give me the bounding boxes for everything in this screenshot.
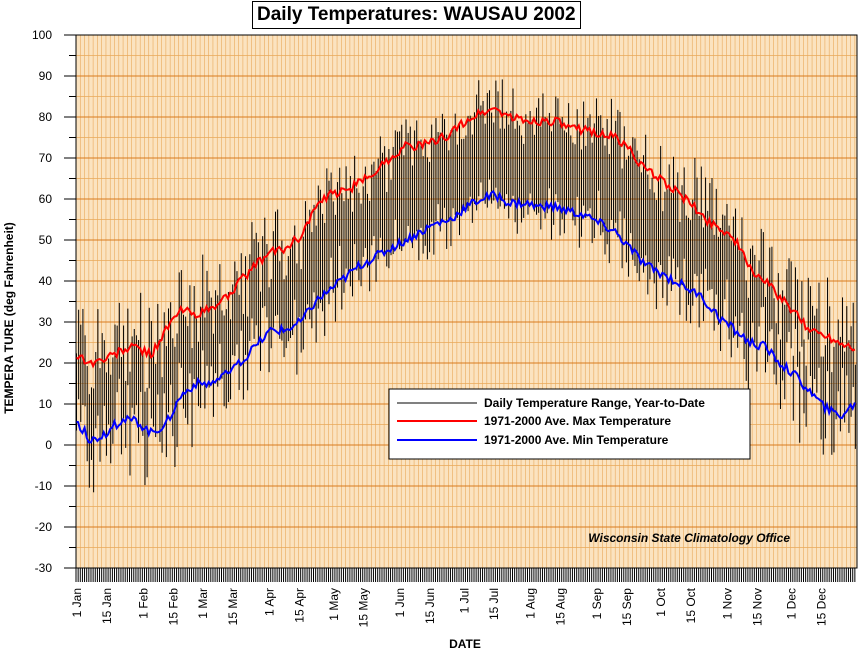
x-tick-label: 1 Jun: [393, 588, 407, 617]
x-tick-label: 15 Jan: [100, 588, 114, 624]
legend-box: [388, 388, 751, 460]
x-tick-label: 15 May: [357, 588, 371, 627]
y-axis-title: TEMPERA TURE (deg Fahrenheit): [2, 222, 16, 414]
y-tick-label: 50: [39, 233, 53, 247]
x-tick-label: 15 Dec: [815, 588, 829, 626]
y-tick-label: 70: [39, 151, 53, 165]
x-axis-title: DATE: [449, 637, 481, 651]
y-tick-label: 10: [39, 397, 53, 411]
legend-label-min: 1971-2000 Ave. Min Temperature: [484, 433, 669, 447]
y-tick-label: 40: [39, 274, 53, 288]
x-tick-label: 1 Sep: [590, 588, 604, 620]
y-tick-label: -10: [35, 479, 53, 493]
x-tick-label: 15 Nov: [750, 588, 764, 626]
x-tick-label: 1 Oct: [654, 587, 668, 616]
y-tick-label: 20: [39, 356, 53, 370]
y-axis: -30 -20 -10 0 10 20 30 40 50 60 70 80 90 100: [32, 28, 77, 575]
legend-label-range: Daily Temperature Range, Year-to-Date: [484, 396, 705, 410]
credit-text: Wisconsin State Climatology Office: [588, 531, 790, 545]
x-tick-label: 1 Dec: [785, 588, 799, 619]
x-axis: 1 Jan 15 Jan 1 Feb 15 Feb 1 Mar 15 Mar 1 Apr 15…: [70, 568, 856, 627]
avg-min-line: [75, 189, 856, 444]
x-tick-label: 1 Jan: [70, 588, 84, 617]
x-tick-label: 1 Apr: [263, 588, 277, 616]
x-tick-label: 1 May: [327, 588, 341, 621]
legend-label-max: 1971-2000 Ave. Max Temperature: [484, 414, 671, 428]
x-tick-label: 15 Apr: [293, 588, 307, 623]
x-tick-label: 1 Aug: [524, 588, 538, 619]
x-tick-label: 1 Feb: [136, 588, 150, 619]
x-tick-label: 15 Sep: [620, 588, 634, 626]
y-tick-label: 0: [45, 438, 52, 452]
y-tick-label: -20: [35, 520, 53, 534]
x-tick-label: 15 Jul: [487, 588, 501, 620]
chart-title: Daily Temperatures: WAUSAU 2002: [252, 1, 581, 29]
y-tick-label: 30: [39, 315, 53, 329]
x-tick-label: 1 Jul: [457, 588, 471, 613]
x-tick-label: 15 Oct: [684, 587, 698, 623]
y-tick-label: 100: [32, 28, 52, 42]
x-tick-label: 1 Mar: [196, 588, 210, 619]
x-tick-label: 15 Aug: [554, 588, 568, 625]
x-tick-label: 1 Nov: [721, 588, 735, 619]
x-tick-label: 15 Mar: [226, 588, 240, 625]
x-tick-label: 15 Jun: [423, 588, 437, 624]
y-tick-label: 60: [39, 192, 53, 206]
x-tick-label: 15 Feb: [166, 588, 180, 626]
y-tick-label: 80: [39, 110, 53, 124]
y-tick-label: 90: [39, 69, 53, 83]
y-tick-label: -30: [35, 561, 53, 575]
avg-max-line: [75, 107, 856, 369]
legend: Daily Temperature Range, Year-to-Date 19…: [388, 388, 751, 460]
